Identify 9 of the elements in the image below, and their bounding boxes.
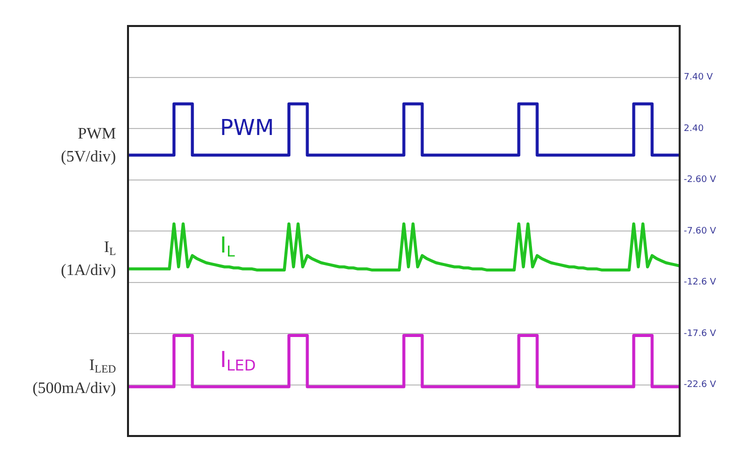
text: PWM (5V/div): [60, 125, 116, 166]
y-tick-label: 2.40: [684, 124, 704, 134]
series-label: PWM: [220, 116, 274, 142]
y-tick-label: -17.6 V: [684, 328, 717, 339]
y-tick-label: 7.40 V: [684, 72, 714, 83]
y-tick-label: -2.60 V: [684, 175, 717, 186]
y-tick-label: -22.6 V: [684, 380, 717, 390]
y-tick-label: -12.6 V: [684, 278, 717, 288]
y-tick-label: -7.60 V: [684, 226, 717, 236]
